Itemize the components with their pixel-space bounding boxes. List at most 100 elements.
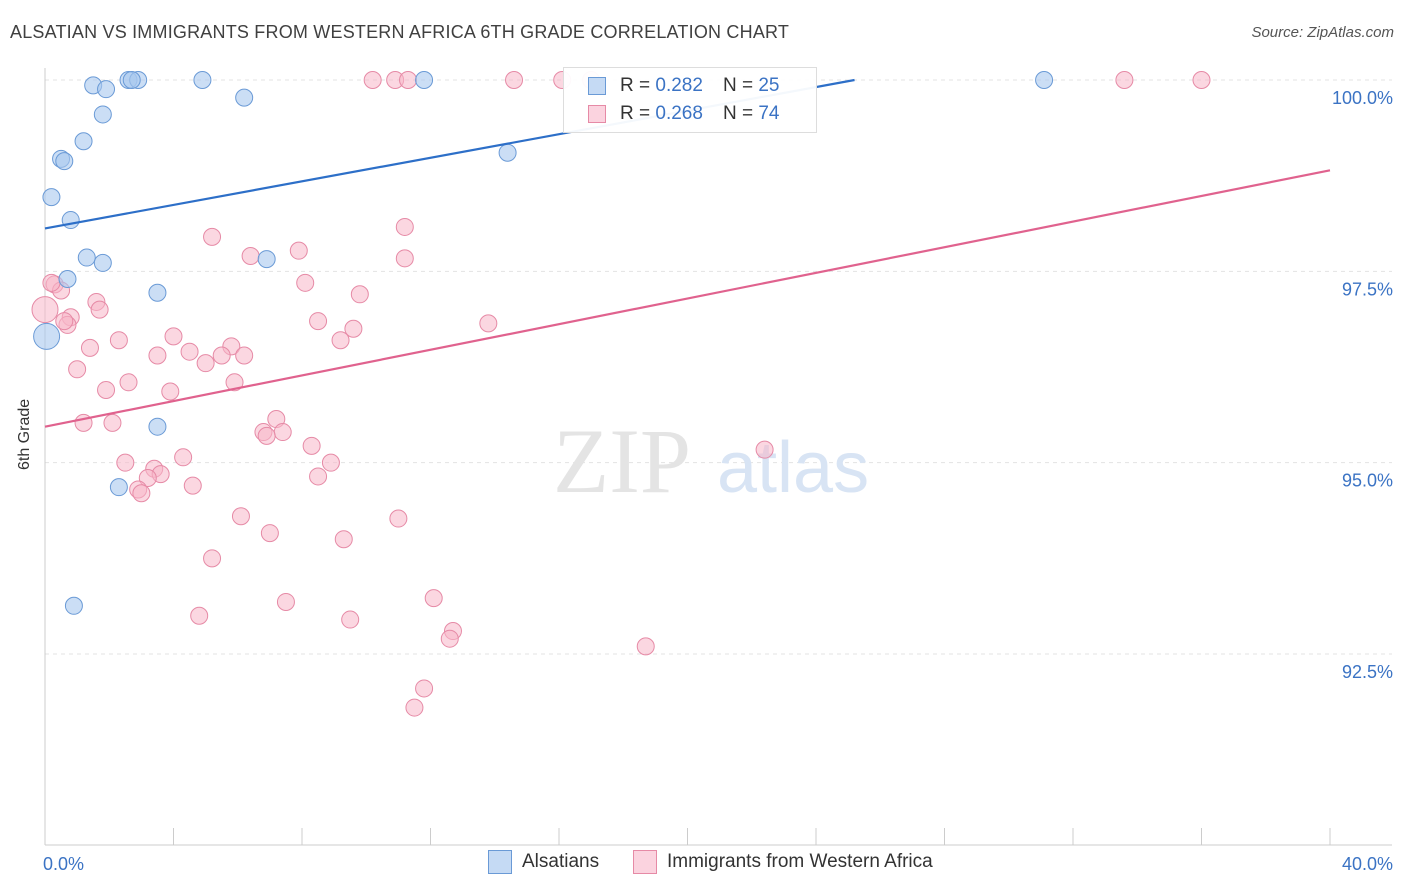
data-point bbox=[212, 346, 231, 365]
data-point bbox=[344, 319, 363, 338]
data-point bbox=[203, 549, 222, 568]
data-point bbox=[331, 331, 350, 350]
data-point bbox=[97, 380, 116, 399]
data-point bbox=[1035, 71, 1054, 89]
data-point bbox=[164, 327, 183, 346]
tick-labels: 100.0% 97.5% 95.0% 92.5% 0.0% 40.0% bbox=[43, 88, 1393, 874]
data-point bbox=[68, 360, 87, 379]
data-point bbox=[193, 71, 212, 89]
data-point bbox=[42, 273, 61, 292]
data-point bbox=[42, 188, 61, 207]
data-point bbox=[235, 346, 254, 365]
data-point bbox=[498, 143, 517, 162]
legend-n-value: 74 bbox=[758, 103, 780, 124]
data-point bbox=[190, 606, 209, 625]
data-point bbox=[273, 423, 292, 442]
data-point bbox=[183, 476, 202, 495]
bottom-legend-swatch-pink bbox=[633, 850, 657, 874]
x-tick-label-end: 40.0% bbox=[1342, 854, 1393, 874]
data-point bbox=[64, 596, 83, 615]
data-point bbox=[119, 373, 138, 392]
data-point bbox=[174, 448, 193, 467]
legend-swatch-blue bbox=[588, 77, 606, 95]
data-point bbox=[116, 453, 135, 472]
y-tick-label: 95.0% bbox=[1342, 471, 1393, 491]
data-point bbox=[55, 152, 74, 171]
bottom-legend-label: Alsatians bbox=[522, 851, 600, 872]
legend-row-immigrants: R = 0.268 N = 74 bbox=[564, 100, 779, 128]
data-point bbox=[395, 249, 414, 268]
data-point bbox=[93, 105, 112, 124]
data-point bbox=[415, 71, 434, 89]
data-point bbox=[122, 71, 141, 89]
legend-swatch-pink bbox=[588, 105, 606, 123]
series-immigrants-points bbox=[31, 71, 1211, 717]
data-point bbox=[74, 132, 93, 151]
data-point bbox=[440, 629, 459, 648]
correlation-legend: R = 0.282 N = 25 R = 0.268 N = 74 bbox=[563, 67, 817, 133]
data-point bbox=[309, 467, 328, 486]
data-point bbox=[341, 610, 360, 629]
data-point bbox=[148, 417, 167, 436]
data-point bbox=[334, 530, 353, 549]
data-point bbox=[296, 273, 315, 292]
legend-n-value: 25 bbox=[758, 75, 780, 96]
data-point bbox=[405, 698, 424, 717]
data-point bbox=[309, 312, 328, 331]
data-point bbox=[1115, 71, 1134, 89]
bottom-legend-swatch-blue bbox=[488, 850, 512, 874]
data-point bbox=[97, 80, 116, 99]
bottom-legend-alsatians: Alsatians bbox=[488, 850, 599, 874]
chart-title: ALSATIAN VS IMMIGRANTS FROM WESTERN AFRI… bbox=[10, 22, 790, 42]
data-point bbox=[77, 248, 96, 267]
legend-r-value: 0.282 bbox=[655, 75, 703, 96]
watermark-atlas: atlas bbox=[717, 428, 869, 508]
data-point bbox=[321, 453, 340, 472]
legend-row-alsatians: R = 0.282 N = 25 bbox=[564, 72, 779, 100]
data-point bbox=[203, 227, 222, 246]
source-credit: Source: ZipAtlas.com bbox=[1251, 24, 1394, 41]
legend-n-label: N = bbox=[722, 75, 754, 96]
legend-n-label: N = bbox=[722, 103, 754, 124]
data-point bbox=[257, 426, 276, 445]
data-point bbox=[479, 314, 498, 333]
x-tick-label-start: 0.0% bbox=[43, 854, 84, 874]
gridlines bbox=[45, 79, 1392, 655]
data-point bbox=[755, 440, 774, 459]
data-point bbox=[289, 241, 308, 260]
legend-r-value: 0.268 bbox=[655, 103, 703, 124]
data-point bbox=[103, 413, 122, 432]
series-alsatians-points bbox=[33, 71, 1054, 615]
data-point bbox=[424, 589, 443, 608]
y-tick-label: 97.5% bbox=[1342, 279, 1393, 299]
data-point bbox=[109, 331, 128, 350]
data-point bbox=[276, 592, 295, 611]
data-point bbox=[399, 71, 418, 89]
data-point bbox=[389, 509, 408, 528]
y-tick-label: 100.0% bbox=[1332, 88, 1393, 108]
data-point bbox=[415, 679, 434, 698]
data-point bbox=[196, 354, 215, 373]
watermark-zip: ZIP bbox=[553, 410, 691, 512]
data-point bbox=[80, 338, 99, 357]
data-point bbox=[148, 283, 167, 302]
data-point bbox=[257, 250, 276, 269]
data-point bbox=[132, 484, 151, 503]
data-point bbox=[93, 253, 112, 272]
data-point bbox=[31, 296, 59, 324]
bottom-legend-immigrants: Immigrants from Western Africa bbox=[633, 850, 933, 874]
legend-r-label: R = bbox=[620, 75, 651, 96]
trend-line-immigrants bbox=[44, 169, 1331, 428]
axes bbox=[44, 68, 1392, 846]
data-point bbox=[55, 312, 74, 331]
data-point bbox=[231, 507, 250, 526]
data-point bbox=[33, 322, 61, 350]
data-point bbox=[363, 71, 382, 89]
data-point bbox=[1192, 71, 1211, 89]
data-point bbox=[61, 211, 80, 230]
data-point bbox=[260, 524, 279, 543]
data-point bbox=[58, 269, 77, 288]
data-point bbox=[180, 342, 199, 361]
data-point bbox=[235, 88, 254, 107]
data-point bbox=[395, 217, 414, 236]
